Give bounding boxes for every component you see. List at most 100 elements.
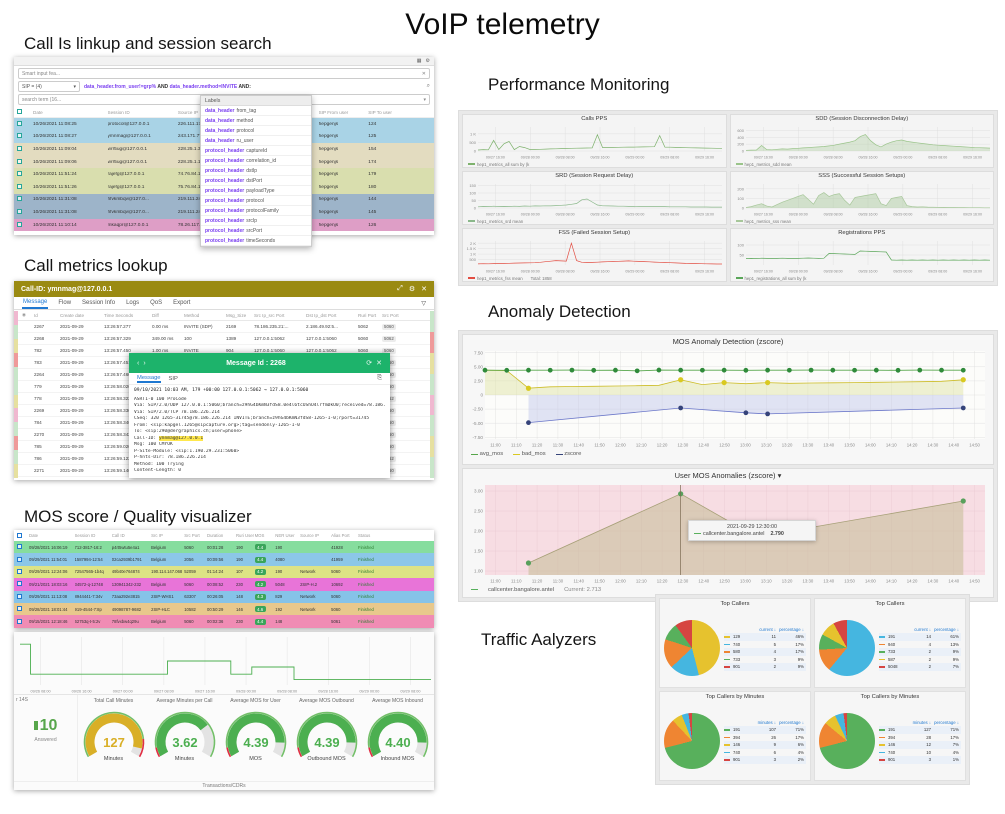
legend-row[interactable]: 740 6 4%: [724, 749, 806, 757]
legend-row[interactable]: 191 127 71%: [879, 726, 961, 734]
row-checkbox[interactable]: [17, 208, 33, 216]
legend-row[interactable]: 733 2 9%: [879, 648, 961, 656]
labels-menu-item[interactable]: protocol_header captureId: [201, 146, 311, 156]
close-icon[interactable]: ✕: [421, 286, 427, 293]
legend-label[interactable]: hep1_registrations_all sum by (k: [744, 275, 807, 281]
tab-flow[interactable]: Flow: [58, 300, 72, 306]
panel-title[interactable]: Top Callers: [875, 601, 905, 607]
row-checkbox[interactable]: [17, 568, 29, 575]
legend-row[interactable]: 733 3 9%: [724, 656, 806, 664]
mos-anomaly-title[interactable]: MOS Anomaly Detection (zscore): [672, 337, 784, 346]
panel-title[interactable]: Registrations PPS: [838, 230, 886, 236]
labels-menu-item[interactable]: data_header ru_user: [201, 136, 311, 146]
copy-icon[interactable]: ⎘: [377, 375, 382, 381]
labels-menu-item[interactable]: protocol_header correlation_id: [201, 156, 311, 166]
grid-icon[interactable]: ▦: [416, 57, 422, 64]
panel-title[interactable]: Top Callers by Minutes: [860, 694, 920, 700]
legend-row[interactable]: 394 28 17%: [879, 734, 961, 742]
clear-icon[interactable]: ✕: [421, 70, 426, 77]
panel-title[interactable]: Top Callers by Minutes: [705, 694, 765, 700]
legend-label[interactable]: hep1_metrics_all sum by (k: [477, 161, 530, 167]
labels-menu-item[interactable]: protocol_header payloadType: [201, 186, 311, 196]
search-icon[interactable]: ⌕: [426, 83, 430, 89]
filter-icon[interactable]: ▽: [421, 300, 426, 307]
smart-input[interactable]: Smart input fea... ✕: [18, 68, 430, 79]
labels-menu-item[interactable]: protocol_header dstPort: [201, 176, 311, 186]
labels-menu-item[interactable]: data_header from_tag: [201, 106, 311, 116]
sort-column-2[interactable]: percentage ↓: [779, 626, 804, 632]
legend-row[interactable]: 587 2 9%: [879, 656, 961, 664]
panel-title[interactable]: Top Callers: [720, 601, 750, 607]
row-checkbox[interactable]: [17, 581, 29, 587]
legend-row[interactable]: 191 107 71%: [724, 726, 806, 734]
sort-column-1[interactable]: current ↓: [914, 626, 931, 632]
legend-series-name[interactable]: callcenter.bangalore.antel: [488, 586, 555, 593]
user-mos-title[interactable]: User MOS Anomalies (zscore) ▾: [674, 470, 782, 480]
prev-message-icon[interactable]: ‹: [137, 359, 140, 367]
sort-column-2[interactable]: percentage ↓: [934, 719, 959, 725]
labels-menu-item[interactable]: protocol_header timeSeconds: [201, 236, 311, 246]
gear-icon[interactable]: ⚙: [408, 286, 416, 293]
legend-item[interactable]: zscore: [555, 451, 581, 457]
legend-row[interactable]: 740 5 17%: [724, 641, 806, 649]
select-all-checkbox[interactable]: [17, 532, 29, 539]
legend-row[interactable]: 394 26 17%: [724, 734, 806, 742]
select-all-checkbox[interactable]: [17, 109, 33, 115]
panel-title[interactable]: Calls PPS: [581, 116, 608, 122]
row-checkbox[interactable]: [17, 618, 29, 625]
protocol-select[interactable]: SIP = (4) ▾: [18, 81, 80, 92]
labels-menu-item[interactable]: data_header protocol: [201, 126, 311, 136]
tab-export[interactable]: Export: [173, 300, 191, 306]
row-checkbox[interactable]: [17, 183, 33, 191]
sort-column-1[interactable]: current ↓: [759, 626, 776, 632]
labels-menu-item[interactable]: protocol_header dstIp: [201, 166, 311, 176]
legend-item[interactable]: bad_mos: [513, 451, 546, 457]
legend-row[interactable]: 901 3 1%: [879, 756, 961, 764]
expand-icon[interactable]: ⤢: [397, 285, 403, 292]
row-checkbox[interactable]: [17, 120, 33, 128]
next-message-icon[interactable]: ›: [143, 359, 146, 367]
tab-session-info[interactable]: Session Info: [82, 300, 116, 306]
labels-menu-item[interactable]: protocol_header protocolFamily: [201, 206, 311, 216]
legend-row[interactable]: 191 14 61%: [879, 633, 961, 641]
legend-row[interactable]: 5048 2 7%: [879, 663, 961, 671]
mos-row[interactable]: 09/28/2021 16:06:19 712-3817-16:2 p4rt5wtu…: [14, 541, 434, 554]
row-checkbox[interactable]: [17, 171, 33, 178]
panel-title[interactable]: SRD (Session Request Delay): [555, 173, 634, 179]
row-checkbox[interactable]: [17, 133, 33, 140]
row-checkbox[interactable]: [17, 593, 29, 600]
row-checkbox[interactable]: [17, 556, 29, 563]
labels-menu-item[interactable]: data_header method: [201, 116, 311, 126]
labels-menu-item[interactable]: protocol_header protocol: [201, 196, 311, 206]
legend-row[interactable]: 129 11 46%: [724, 633, 806, 641]
mos-row[interactable]: 09/29/2021 12:24:06 72547565-1b4q 49b40e76…: [14, 565, 434, 579]
query-expression[interactable]: data_header.from_user!=grp% AND data_hea…: [84, 84, 423, 90]
mos-row[interactable]: 09/15/2021 12:18:46 62753q-t-5:2v 78fvxbw4…: [14, 615, 434, 628]
row-checkbox[interactable]: [17, 196, 33, 203]
panel-title[interactable]: FSS (Failed Session Setup): [558, 230, 631, 236]
legend-row[interactable]: 146 9 6%: [724, 741, 806, 749]
tab-qos[interactable]: QoS: [150, 300, 163, 306]
row-checkbox[interactable]: [17, 606, 29, 612]
tab-message[interactable]: Message: [22, 297, 49, 309]
legend-row[interactable]: 901 3 2%: [724, 756, 806, 764]
sort-column-1[interactable]: minutes ↓: [912, 719, 931, 725]
mos-row[interactable]: 09/29/2021 11:13:08 8944441-7:34v 73aa292e…: [14, 590, 434, 603]
panel-title[interactable]: SSS (Successful Session Setups): [818, 173, 906, 179]
legend-label[interactable]: hep1_metrics_fss mean: [477, 275, 523, 281]
sort-column-1[interactable]: minutes ↓: [757, 719, 776, 725]
message-row[interactable]: 2268 2021-09-29 13:26:57.329 349.00 ms 100 13…: [14, 333, 434, 345]
row-checkbox[interactable]: [17, 145, 33, 153]
legend-row[interactable]: 580 4 17%: [724, 648, 806, 656]
legend-label[interactable]: hep1_metrics_sdd mean: [744, 161, 792, 167]
refresh-icon[interactable]: ⟳: [366, 360, 373, 367]
legend-item[interactable]: avg_mos: [471, 451, 503, 457]
labels-menu-item[interactable]: protocol_header srcPort: [201, 226, 311, 236]
legend-label[interactable]: hep1_metrics_srd mean: [477, 218, 524, 224]
mos-row[interactable]: 09/29/2021 11:54:01 1587994-12:54 02ca2939…: [14, 553, 434, 566]
row-checkbox[interactable]: [17, 544, 29, 550]
close-icon[interactable]: ✕: [376, 360, 382, 367]
tab-message[interactable]: Message: [137, 374, 161, 383]
labels-menu-item[interactable]: protocol_header srcIp: [201, 216, 311, 226]
sort-column-2[interactable]: percentage ↓: [779, 719, 804, 725]
